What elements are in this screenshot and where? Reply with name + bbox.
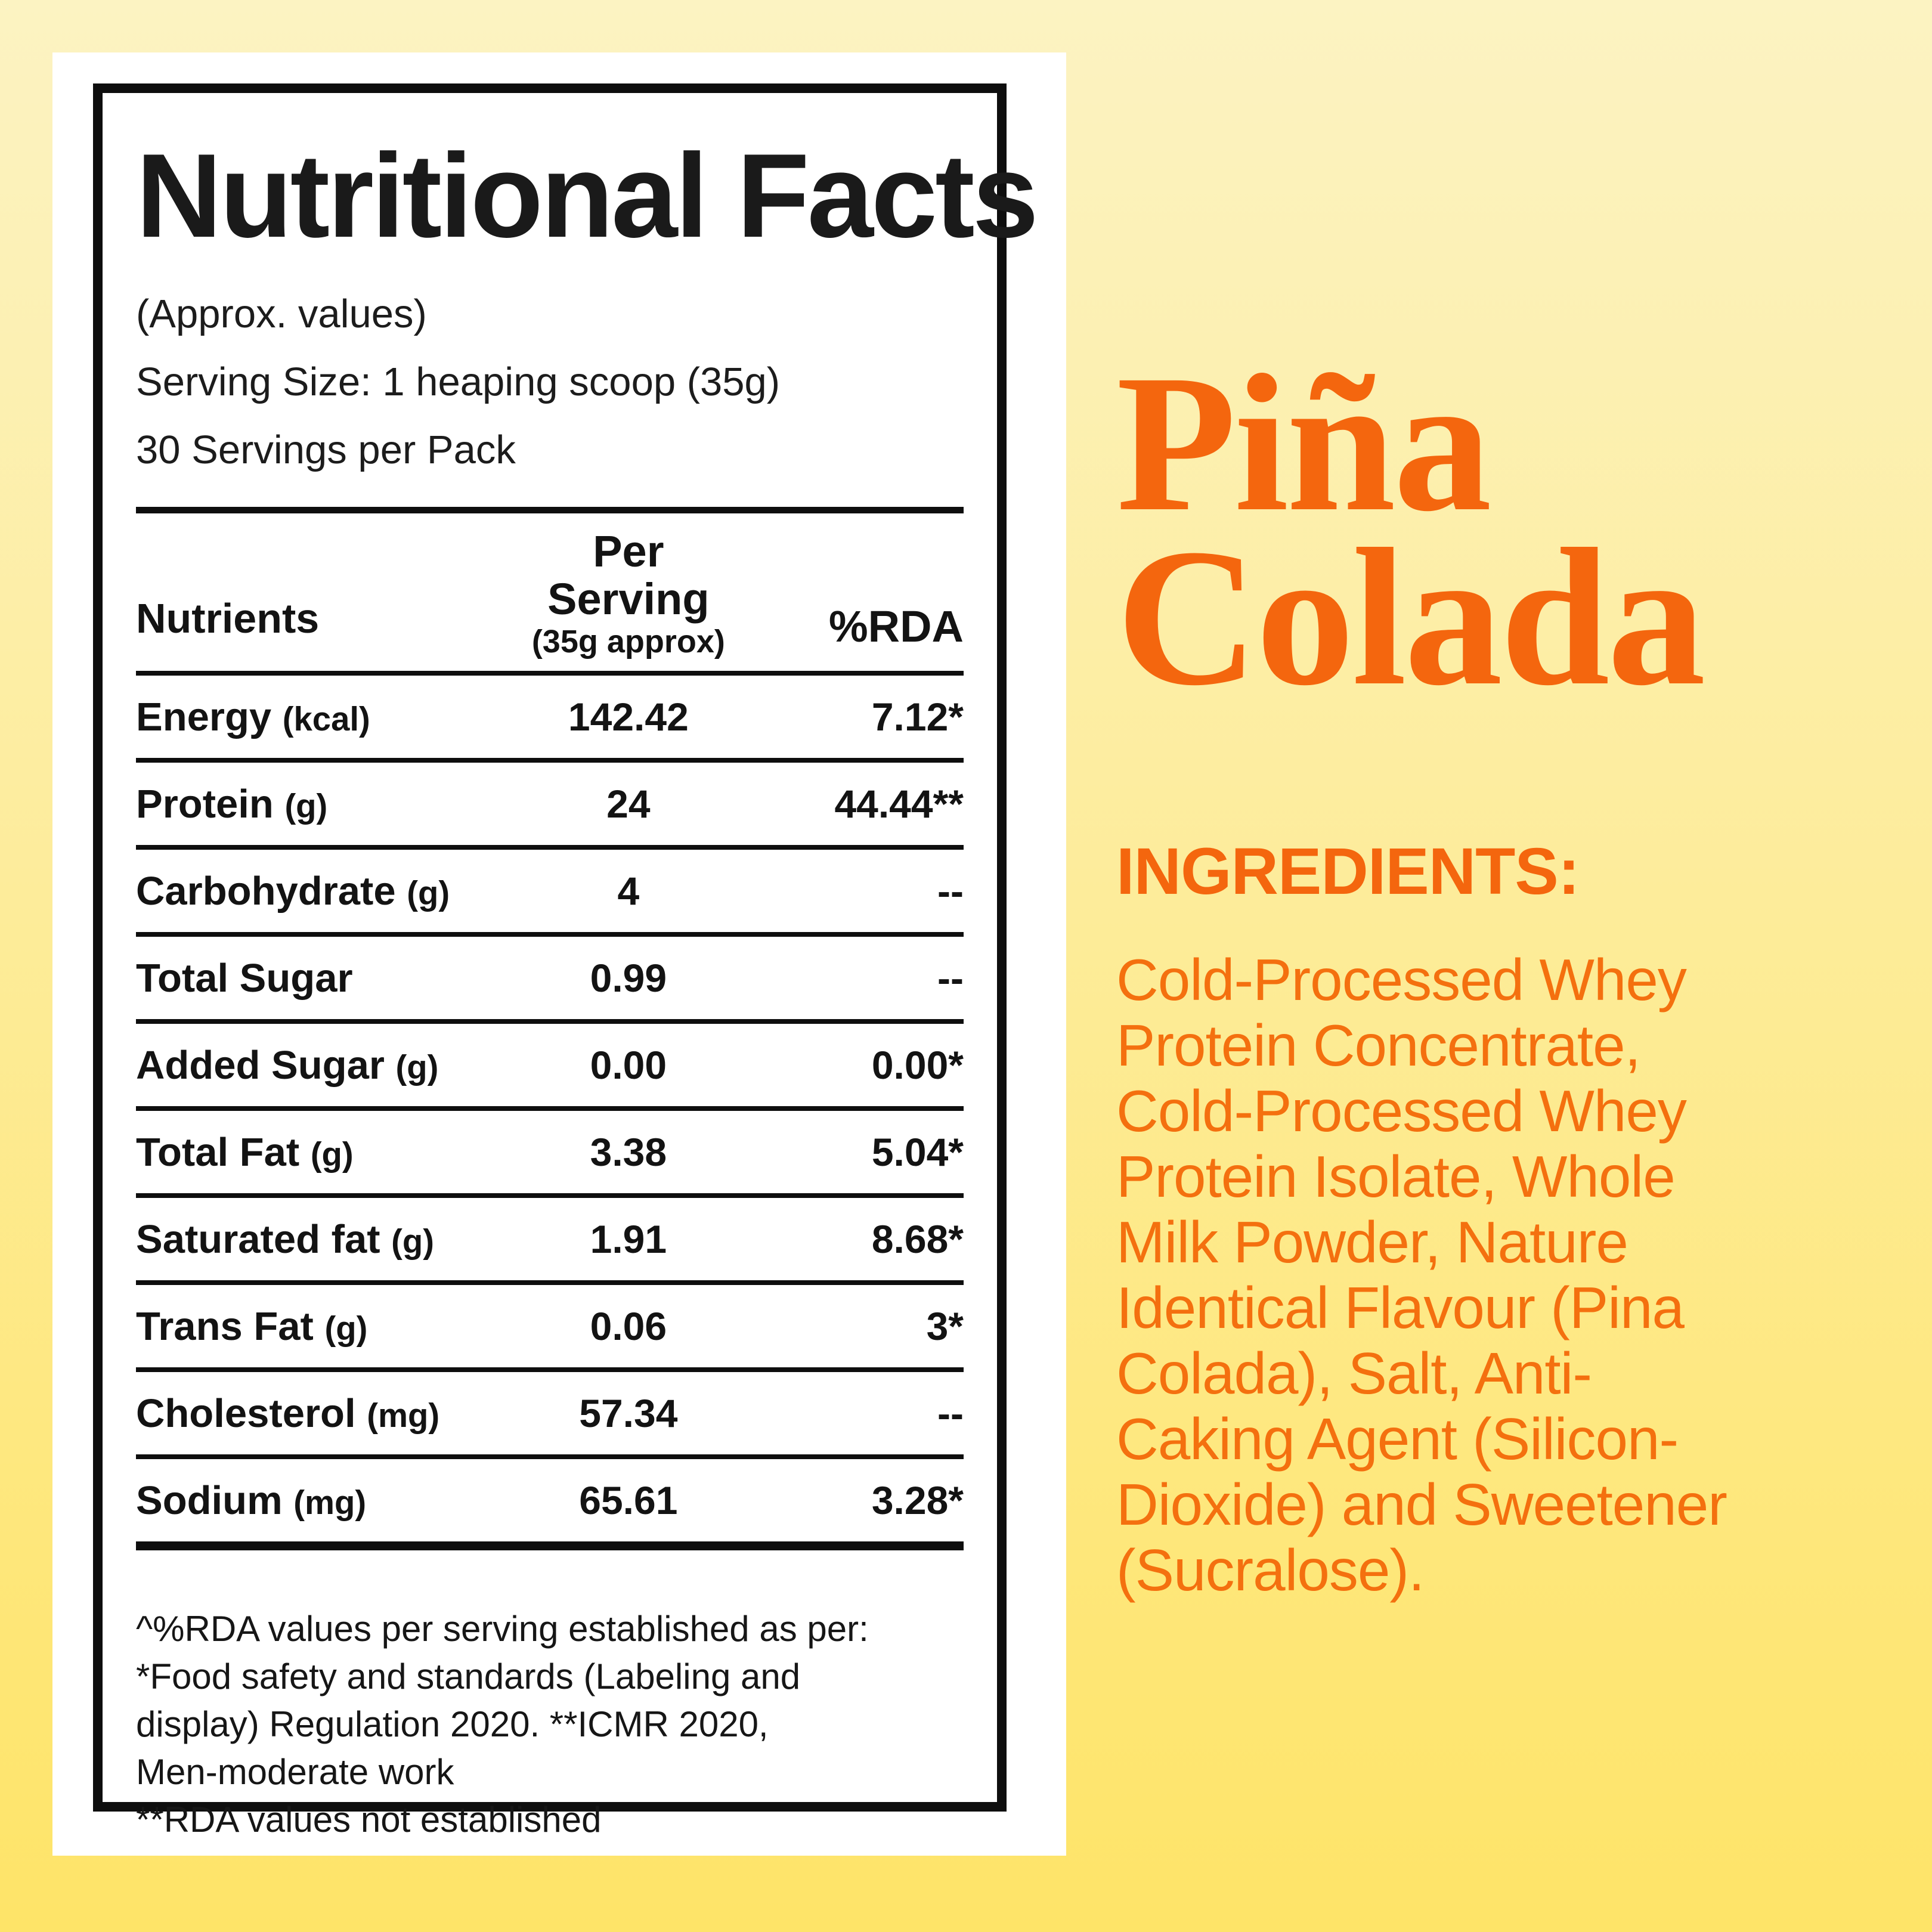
rda-footnote: ^%RDA values per serving established as … — [136, 1609, 869, 1840]
nutrient-unit: (g) — [391, 1222, 434, 1260]
nutrient-value: 0.06 — [590, 1304, 667, 1348]
nutrient-value: 65.61 — [579, 1478, 678, 1522]
nutrient-name: Energy — [136, 694, 272, 739]
table-header-row: Nutrients Per Serving (35g approx) %RDA — [136, 513, 964, 671]
divider-header — [136, 671, 964, 676]
table-row: Protein (g) 24 44.44** — [136, 763, 964, 850]
nutrient-value: 0.00 — [590, 1043, 667, 1087]
nutrient-name: Carbohydrate — [136, 868, 396, 914]
approx-values-line: (Approx. values) — [136, 292, 427, 336]
table-row: Cholesterol (mg) 57.34 -- — [136, 1372, 964, 1459]
nutrient-unit: (g) — [324, 1309, 368, 1347]
flavor-name-line2: Colada — [1116, 509, 1706, 726]
table-row: Saturated fat (g) 1.91 8.68* — [136, 1198, 964, 1285]
nutrient-value: 142.42 — [568, 695, 689, 739]
nutrient-unit: (g) — [310, 1135, 354, 1173]
nutrient-name: Total Sugar — [136, 955, 353, 1001]
table-row: Total Sugar 0.99 -- — [136, 937, 964, 1024]
divider-top — [136, 507, 964, 513]
nutrient-rda: 3.28* — [871, 1478, 964, 1522]
nutrient-name: Added Sugar — [136, 1042, 385, 1088]
nutrient-name: Protein — [136, 781, 274, 826]
nutrient-name: Total Fat — [136, 1129, 300, 1175]
nutrient-rda: -- — [937, 956, 964, 1000]
flavor-name: Piña Colada — [1116, 345, 1897, 716]
nutrient-unit: (g) — [395, 1048, 439, 1086]
column-header-rda: %RDA — [828, 602, 964, 651]
nutrient-value: 4 — [617, 869, 640, 913]
nutrient-value: 24 — [606, 782, 651, 826]
nutrition-facts-title: Nutritional Facts — [136, 129, 1039, 262]
nutrient-rda: 44.44** — [834, 782, 964, 826]
nutrient-unit: (mg) — [293, 1483, 367, 1521]
nutrition-facts-subtitle: (Approx. values) Serving Size: 1 heaping… — [136, 280, 964, 484]
nutrient-rda: 0.00* — [871, 1043, 964, 1087]
nutrient-rda: 5.04* — [871, 1130, 964, 1174]
divider-bottom — [136, 1541, 964, 1550]
nutrient-value: 3.38 — [590, 1130, 667, 1174]
table-row: Total Fat (g) 3.38 5.04* — [136, 1111, 964, 1198]
nutrient-unit: (g) — [284, 787, 328, 825]
table-row: Trans Fat (g) 0.06 3* — [136, 1285, 964, 1372]
table-row: Carbohydrate (g) 4 -- — [136, 850, 964, 937]
nutrient-name: Saturated fat — [136, 1216, 380, 1262]
ingredients-heading: INGREDIENTS: — [1116, 835, 1580, 908]
nutrients-table: Energy (kcal) 142.42 7.12* Protein (g) 2… — [136, 676, 964, 1541]
nutrient-rda: 3* — [926, 1304, 964, 1348]
servings-per-pack-line: 30 Servings per Pack — [136, 428, 516, 472]
serving-size-line: Serving Size: 1 heaping scoop (35g) — [136, 360, 781, 404]
table-row: Sodium (mg) 65.61 3.28* — [136, 1459, 964, 1541]
table-row: Energy (kcal) 142.42 7.12* — [136, 676, 964, 763]
per-serving-label: Per Serving — [547, 527, 710, 624]
per-serving-sublabel: (35g approx) — [531, 624, 725, 660]
nutrient-name: Trans Fat — [136, 1304, 314, 1349]
nutrient-unit: (kcal) — [282, 699, 370, 738]
nutrient-name: Sodium — [136, 1478, 283, 1523]
nutrient-unit: (mg) — [367, 1396, 440, 1434]
nutrition-card: Nutritional Facts (Approx. values) Servi… — [52, 52, 1066, 1856]
nutrition-facts-box: Nutritional Facts (Approx. values) Servi… — [93, 83, 1039, 1840]
nutrient-unit: (g) — [407, 874, 450, 912]
column-header-nutrients: Nutrients — [136, 595, 320, 642]
ingredients-list: Cold-Processed Whey Protein Concentrate,… — [1116, 947, 1727, 1603]
nutrient-value: 57.34 — [579, 1391, 678, 1435]
nutrient-rda: -- — [937, 1391, 964, 1435]
table-row: Added Sugar (g) 0.00 0.00* — [136, 1024, 964, 1111]
nutrient-name: Cholesterol — [136, 1391, 356, 1436]
nutrient-value: 0.99 — [590, 956, 667, 1000]
nutrient-rda: -- — [937, 869, 964, 913]
nutrient-rda: 7.12* — [871, 695, 964, 739]
nutrient-value: 1.91 — [590, 1217, 667, 1261]
nutrient-rda: 8.68* — [871, 1217, 964, 1261]
flavor-name-line1: Piña — [1116, 335, 1492, 552]
column-header-per-serving: Per Serving (35g approx) — [516, 528, 740, 660]
